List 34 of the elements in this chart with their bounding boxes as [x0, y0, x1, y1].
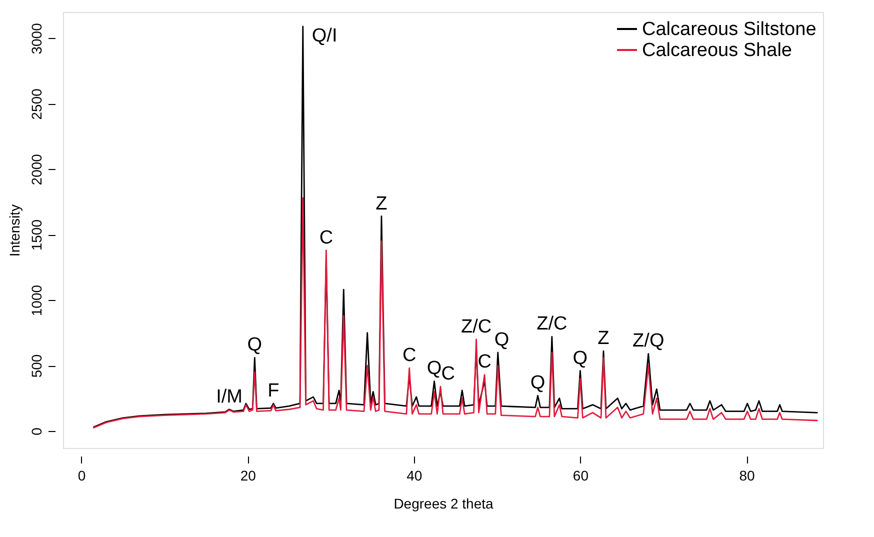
- legend-label: Calcareous Siltstone: [642, 19, 816, 40]
- annotation: F: [268, 380, 280, 402]
- x-tick-label: 20: [240, 468, 256, 484]
- annotation: C: [402, 345, 416, 366]
- y-tick-label: 500: [28, 354, 44, 378]
- annotation: Q: [247, 334, 262, 356]
- y-tick-label: 2000: [28, 154, 44, 186]
- annotation: Q: [494, 329, 510, 350]
- annotation: Q: [426, 358, 442, 380]
- annotation: Z: [598, 328, 610, 350]
- x-tick-label: 60: [572, 468, 589, 484]
- y-tick-label: 1500: [28, 219, 44, 251]
- annotation: C: [441, 363, 455, 384]
- annotation: Q: [572, 348, 588, 369]
- annotation: Z: [376, 193, 388, 214]
- y-axis-title: Intensity: [6, 204, 22, 257]
- annotation: Q/I: [312, 25, 338, 46]
- y-tick-label: 3000: [28, 22, 44, 54]
- annotation: Q: [530, 372, 546, 394]
- x-tick-label: 80: [739, 468, 755, 484]
- legend-label: Calcareous Shale: [642, 40, 792, 61]
- y-tick-label: 1000: [28, 284, 44, 316]
- annotation: C: [319, 227, 334, 248]
- x-tick-label: 40: [406, 468, 422, 484]
- annotation: Z/C: [536, 314, 568, 335]
- line-series: [93, 197, 818, 428]
- x-tick-label: 0: [78, 468, 86, 484]
- annotation: C: [478, 352, 492, 373]
- y-tick-label: 2500: [28, 88, 44, 120]
- annotation: I/M: [216, 386, 242, 408]
- x-axis-title: Degrees 2 theta: [394, 496, 494, 512]
- annotation: Z/C: [460, 316, 492, 338]
- annotation: Z/Q: [632, 330, 664, 352]
- y-tick-label: 0: [28, 427, 44, 436]
